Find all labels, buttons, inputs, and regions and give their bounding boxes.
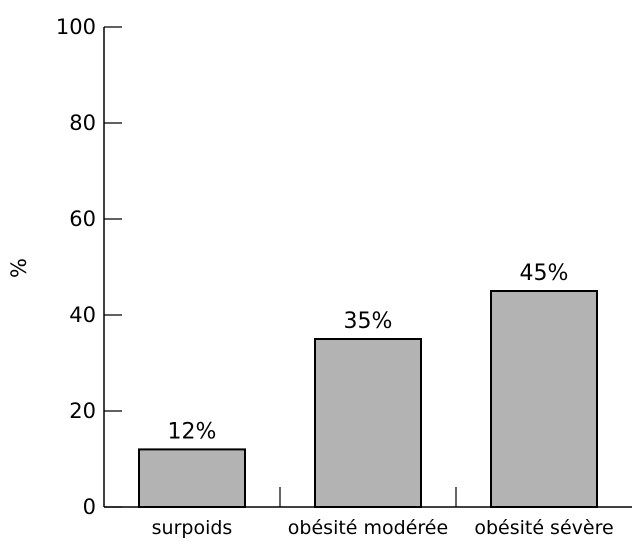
bar (490, 290, 598, 508)
bar-value-label: 35% (344, 309, 393, 334)
x-category-label: surpoids (152, 517, 233, 539)
bar (138, 448, 246, 508)
y-tick-label: 40 (69, 303, 96, 327)
y-axis-ticks: 0 20 40 60 80 100 (56, 15, 122, 519)
y-tick-label: 0 (83, 495, 96, 519)
y-tick-label: 60 (69, 207, 96, 231)
bar-value-label: 45% (520, 261, 569, 286)
category-labels: surpoids obésité modérée obésité sévère (152, 517, 614, 539)
bar (314, 338, 422, 508)
bar-value-label: 12% (168, 419, 217, 444)
x-category-label: obésité sévère (474, 517, 613, 539)
y-axis-label: % (7, 258, 31, 278)
y-tick-label: 20 (69, 399, 96, 423)
value-labels: 12% 35% 45% (168, 261, 569, 444)
y-tick-label: 80 (69, 111, 96, 135)
bars (138, 290, 598, 508)
y-tick-label: 100 (56, 15, 96, 39)
x-category-label: obésité modérée (288, 517, 448, 539)
